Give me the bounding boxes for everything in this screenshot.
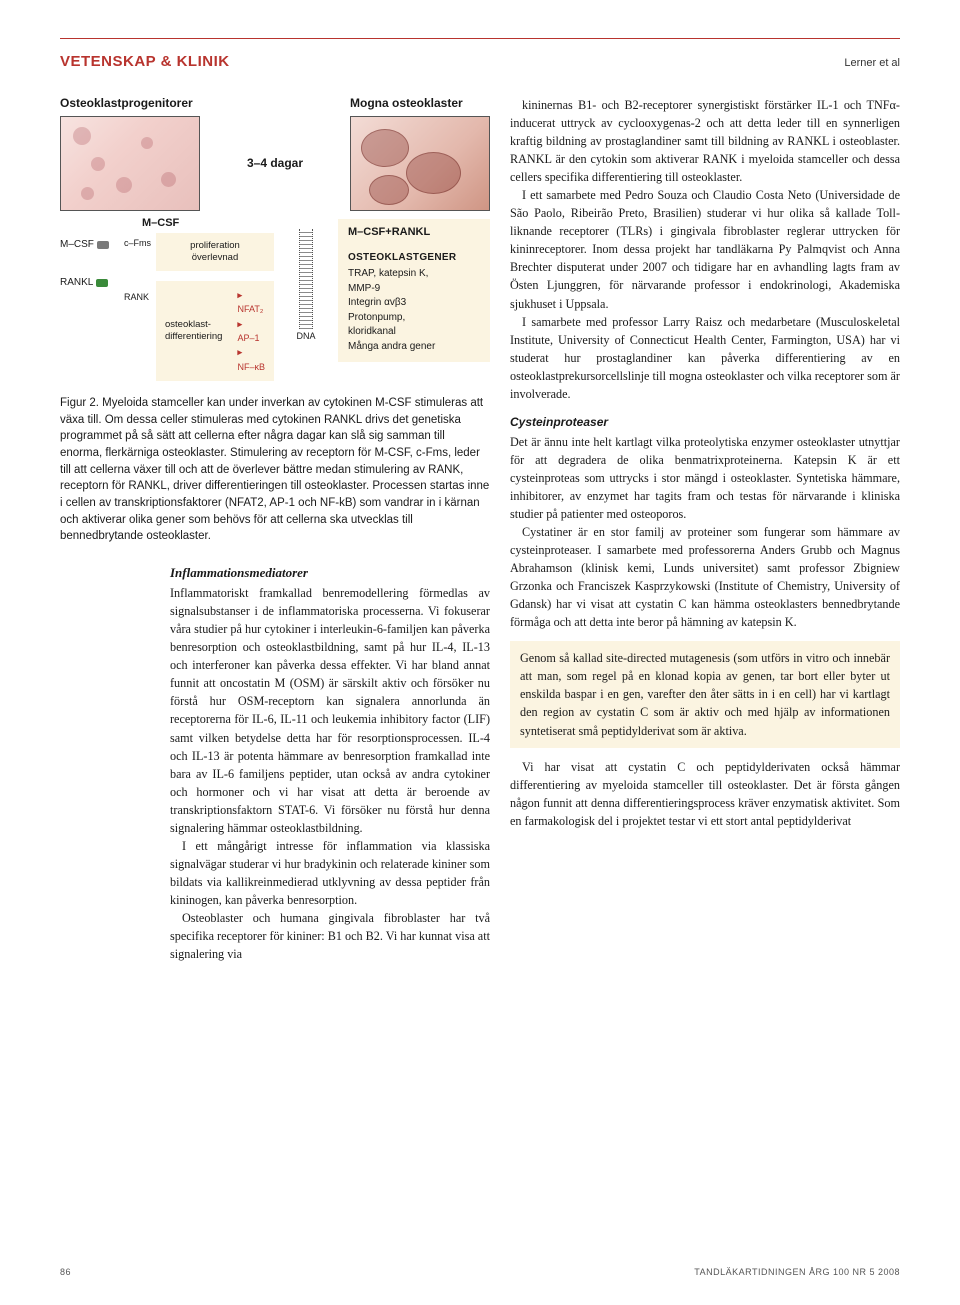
top-rule: [60, 38, 900, 39]
paragraph: Genom så kallad site-directed mutagenesi…: [520, 649, 890, 739]
paragraph: Det är ännu inte helt kartlagt vilka pro…: [510, 433, 900, 523]
subhead-inflammation: Inflammationsmediatorer: [170, 565, 490, 581]
proliferation-box: proliferation överlevnad: [156, 233, 274, 271]
dna-column: DNA: [282, 219, 330, 341]
paragraph: Osteoblaster och humana gingivala fibrob…: [170, 909, 490, 963]
osteoclast-genes-box: M–CSF+RANKL OSTEOKLASTGENER TRAP, kateps…: [338, 219, 490, 362]
signalling-labels: M–CSF RANKL: [60, 219, 116, 313]
paragraph: Inflammatoriskt framkallad benremodeller…: [170, 584, 490, 837]
paragraph: I samarbete med professor Larry Raisz oc…: [510, 313, 900, 403]
main-columns: Osteoklastprogenitorer Mogna osteoklaste…: [60, 96, 900, 963]
dna-label: DNA: [282, 331, 330, 341]
receptor-icon: [96, 279, 108, 287]
cfms-label: c–Fms: [124, 237, 156, 251]
left-body-text: Inflammatoriskt framkallad benremodeller…: [170, 584, 490, 963]
highlight-box: Genom så kallad site-directed mutagenesi…: [510, 641, 900, 747]
left-column: Osteoklastprogenitorer Mogna osteoklaste…: [60, 96, 490, 963]
paragraph: Vi har visat att cystatin C och peptidyl…: [510, 758, 900, 830]
right-body-3: Vi har visat att cystatin C och peptidyl…: [510, 758, 900, 830]
histology-image-mature: [350, 116, 490, 211]
fig-title-right: Mogna osteoklaster: [350, 96, 490, 110]
mcsf-top-label: M–CSF: [142, 217, 179, 229]
subhead-cystein: Cysteinproteaser: [510, 415, 900, 429]
section-title: VETENSKAP & KLINIK: [60, 53, 230, 70]
dna-helix-icon: [299, 229, 313, 329]
paragraph: I ett mångårigt intresse för inflammatio…: [170, 837, 490, 909]
rank-label: RANK: [124, 291, 156, 305]
footer: 86 TANDLÄKARTIDNINGEN ÅRG 100 NR 5 2008: [60, 1267, 900, 1277]
histology-image-progenitors: [60, 116, 200, 211]
paragraph: kininernas B1- och B2-receptorer synergi…: [510, 96, 900, 186]
right-body-1: kininernas B1- och B2-receptorer synergi…: [510, 96, 900, 403]
header-row: VETENSKAP & KLINIK Lerner et al: [60, 53, 900, 70]
differentiation-box: osteoklast- differentiering ▸NFAT₂ ▸AP–1…: [156, 281, 274, 381]
authors: Lerner et al: [844, 57, 900, 69]
transcription-factors: ▸NFAT₂ ▸AP–1 ▸NF–κB: [237, 288, 265, 374]
receptor-icon: [97, 241, 109, 249]
fig-title-left: Osteoklastprogenitorer: [60, 96, 200, 110]
paragraph: Cystatiner är en stor familj av proteine…: [510, 523, 900, 631]
pathway-box: M–CSF c–Fms RANK proliferation överlevna…: [124, 219, 274, 381]
right-column: kininernas B1- och B2-receptorer synergi…: [510, 96, 900, 963]
figure-caption: Figur 2. Myeloida stamceller kan under i…: [60, 395, 490, 545]
figure-2: Osteoklastprogenitorer Mogna osteoklaste…: [60, 96, 490, 545]
rankl-label: RANKL: [60, 275, 93, 291]
days-label: 3–4 dagar: [210, 116, 340, 170]
paragraph: I ett samarbete med Pedro Souza och Clau…: [510, 186, 900, 312]
mcsf-rankl-label: M–CSF+RANKL: [348, 225, 480, 241]
publication-line: TANDLÄKARTIDNINGEN ÅRG 100 NR 5 2008: [694, 1267, 900, 1277]
mcsf-label: M–CSF: [60, 237, 94, 253]
page-number: 86: [60, 1267, 71, 1277]
genes-list: TRAP, katepsin K, MMP-9 Integrin αvβ3 Pr…: [348, 268, 435, 352]
right-body-2: Det är ännu inte helt kartlagt vilka pro…: [510, 433, 900, 632]
genes-header: OSTEOKLASTGENER: [348, 251, 480, 266]
